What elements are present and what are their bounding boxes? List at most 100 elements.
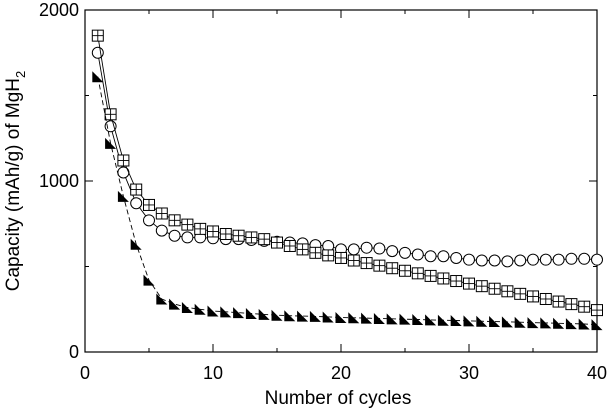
data-point: [155, 224, 168, 237]
data-point: [284, 310, 296, 322]
y-axis-title-main: Capacity (mAh/g) of MgH: [3, 78, 24, 291]
data-point: [463, 315, 475, 327]
data-point: [386, 245, 399, 258]
data-point: [386, 262, 399, 275]
data-point: [117, 154, 130, 167]
data-point: [488, 254, 501, 267]
data-point: [373, 242, 386, 255]
series-line: [97, 35, 598, 311]
data-point: [539, 253, 552, 266]
data-point: [552, 253, 565, 266]
data-point: [450, 315, 462, 327]
data-point: [104, 120, 117, 133]
data-point: [424, 269, 437, 282]
data-point: [322, 249, 335, 262]
y-tick-label: 1000: [39, 171, 79, 191]
data-point: [501, 316, 513, 328]
data-point: [450, 275, 463, 288]
data-point: [591, 319, 603, 331]
data-point: [130, 183, 143, 196]
data-point: [322, 311, 334, 323]
data-point: [411, 248, 424, 261]
data-point: [437, 314, 449, 326]
data-point: [501, 255, 514, 268]
data-point: [258, 308, 270, 320]
data-point: [104, 108, 117, 121]
data-point: [283, 239, 296, 252]
data-point: [411, 267, 424, 280]
y-axis-title-subscript: 2: [13, 71, 28, 78]
data-point: [360, 241, 373, 254]
data-point: [194, 222, 207, 235]
data-point: [399, 246, 411, 259]
data-point: [309, 246, 322, 259]
data-point: [92, 71, 104, 83]
data-point: [143, 274, 155, 286]
ticks-layer: 0 10 20 30 40 0 1000 2000: [39, 0, 607, 383]
data-point: [475, 254, 488, 267]
data-point: [527, 290, 539, 303]
data-point: [514, 287, 527, 300]
data-point: [412, 314, 424, 326]
data-point: [194, 303, 206, 315]
data-point: [297, 310, 309, 322]
data-point: [296, 243, 309, 256]
data-point: [156, 293, 168, 305]
data-point: [130, 197, 143, 210]
data-point: [578, 300, 591, 313]
data-point: [501, 285, 514, 298]
data-point: [271, 309, 283, 321]
data-point: [578, 318, 590, 330]
data-point: [386, 313, 398, 325]
series-line: [97, 52, 598, 262]
data-point: [527, 317, 539, 329]
data-point: [130, 238, 142, 250]
data-point: [591, 253, 603, 266]
data-point: [565, 318, 577, 330]
data-point: [143, 198, 155, 211]
series-line: [97, 76, 598, 326]
series-boxed-squares: [91, 29, 603, 317]
data-point: [360, 257, 373, 270]
data-point: [169, 298, 181, 310]
data-point: [220, 306, 232, 318]
data-point: [437, 250, 450, 263]
x-tick-label: 10: [203, 363, 223, 383]
data-point: [335, 251, 347, 264]
data-point: [463, 277, 475, 290]
data-point: [527, 253, 539, 266]
data-point: [488, 282, 501, 295]
series-layer: [91, 29, 603, 331]
data-point: [309, 310, 321, 322]
series-open-circles: [91, 46, 603, 268]
data-point: [271, 236, 283, 249]
data-point: [361, 312, 373, 324]
x-tick-label: 0: [80, 363, 90, 383]
data-point: [514, 316, 526, 328]
x-tick-label: 20: [331, 363, 351, 383]
data-point: [450, 251, 463, 264]
data-point: [181, 218, 194, 231]
data-point: [373, 312, 385, 324]
y-tick-label: 0: [69, 342, 79, 362]
data-point: [155, 207, 168, 220]
data-point: [207, 225, 219, 238]
data-point: [347, 243, 360, 256]
data-point: [347, 254, 360, 267]
data-point: [245, 308, 257, 320]
data-point: [476, 315, 488, 327]
x-axis-title: Number of cycles: [265, 388, 412, 409]
y-tick-label: 2000: [39, 0, 79, 20]
data-point: [181, 302, 193, 314]
data-point: [475, 280, 488, 293]
data-point: [258, 233, 271, 246]
data-point: [553, 317, 565, 329]
data-point: [565, 252, 578, 265]
data-point: [168, 229, 181, 242]
y-axis-title: Capacity (mAh/g) of MgH2: [3, 71, 28, 292]
data-point: [181, 231, 194, 244]
data-point: [591, 304, 603, 317]
data-point: [117, 190, 129, 202]
data-point: [245, 231, 258, 244]
